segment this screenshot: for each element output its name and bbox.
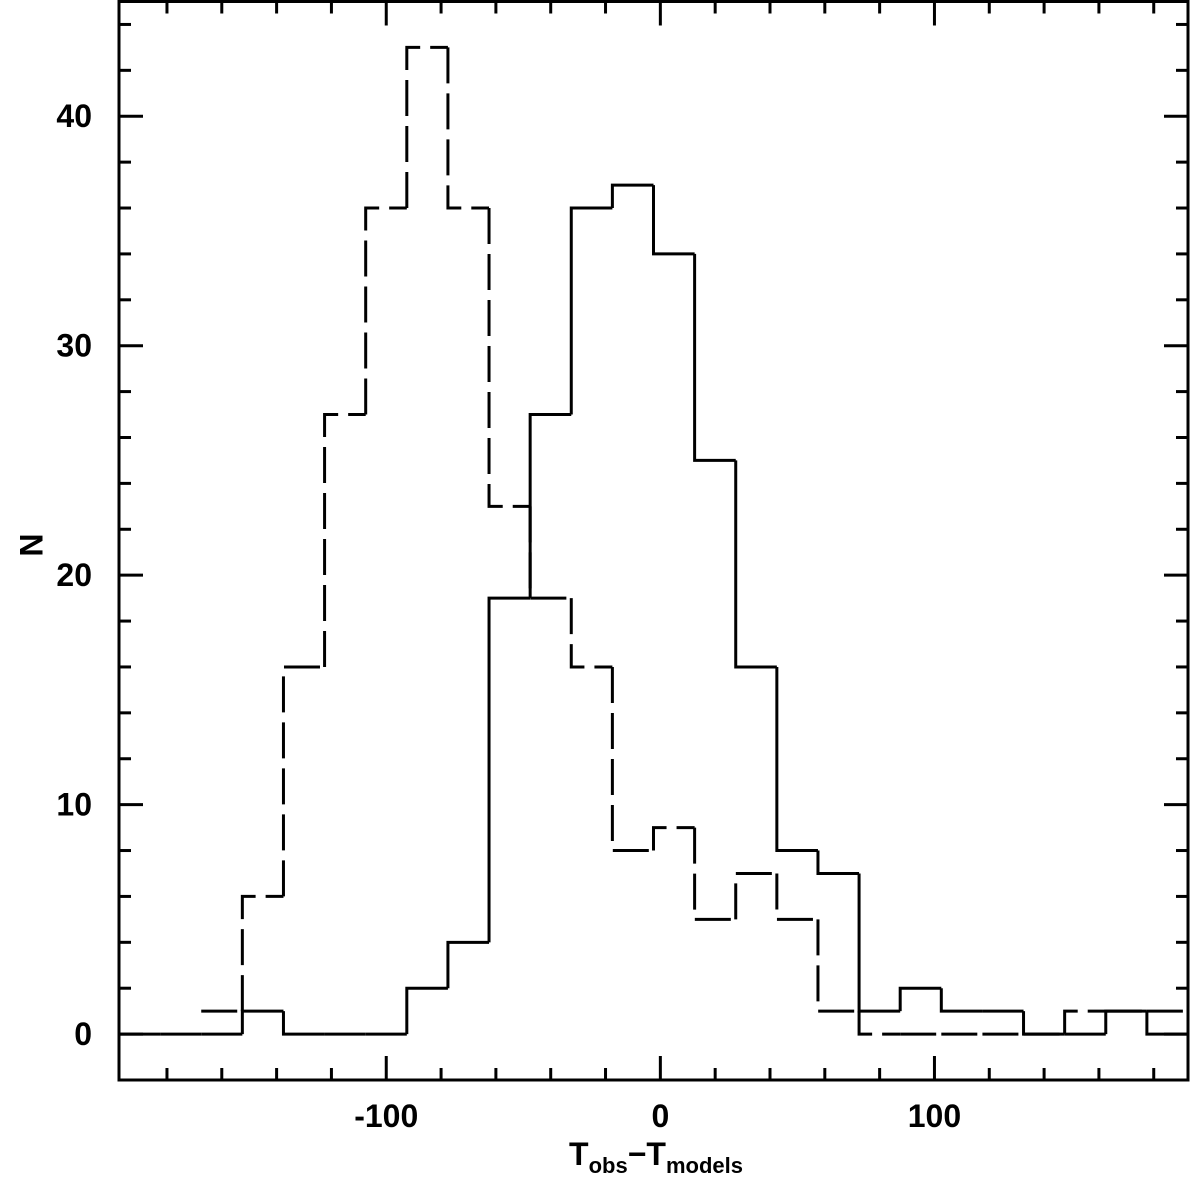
histogram-step (1022, 1011, 1065, 1036)
y-tick-label: 40 (56, 98, 92, 134)
x-tick-label: 100 (908, 1098, 961, 1134)
y-axis-label: N (13, 533, 49, 556)
histogram-step (281, 1011, 325, 1036)
histogram-step (528, 506, 572, 600)
y-tick-label: 20 (56, 557, 92, 593)
x-label-part: −T (628, 1136, 667, 1172)
histogram-step (405, 45, 448, 209)
histogram-step (487, 208, 531, 508)
histogram-step (569, 206, 613, 415)
histogram-step (652, 185, 695, 256)
histogram-step (487, 596, 531, 943)
histogram-step (364, 206, 407, 415)
histogram-step (857, 1011, 901, 1036)
x-tick-label: -100 (354, 1098, 418, 1134)
histogram-step (693, 827, 736, 921)
histogram-step (816, 919, 860, 1013)
histogram-step (569, 598, 613, 669)
histogram-step (240, 1009, 284, 1035)
histogram-step (1104, 1009, 1147, 1035)
histogram-step (693, 253, 736, 462)
histogram-step (240, 894, 284, 1012)
histogram-step (898, 986, 942, 1012)
histogram-step (1063, 1009, 1106, 1035)
histogram-step (405, 986, 448, 1035)
x-label-sub: obs (589, 1153, 628, 1178)
histogram-step (610, 183, 654, 209)
y-tick-label: 10 (56, 787, 92, 823)
y-tick-label: 30 (56, 328, 92, 364)
histogram-step (446, 940, 490, 989)
histogram-step (446, 47, 490, 210)
histogram-step (857, 873, 901, 1013)
histogram-step (1145, 1011, 1188, 1036)
histogram-step (816, 850, 860, 875)
histogram-step (734, 460, 777, 669)
histogram-step (939, 988, 983, 1013)
histogram-step (775, 873, 818, 921)
x-axis-label: Tobs−Tmodels (569, 1136, 743, 1178)
x-tick-label: 0 (651, 1098, 669, 1134)
histogram-step (610, 666, 654, 853)
histogram-step (775, 666, 818, 853)
histogram-step (734, 871, 777, 920)
x-label-part: T (569, 1136, 589, 1172)
histogram-step (281, 665, 325, 897)
histogram-step (528, 413, 572, 599)
x-label-sub: models (666, 1153, 743, 1178)
histogram-step (652, 826, 695, 851)
plot-frame (117, 0, 1190, 1082)
histogram-step (323, 413, 366, 667)
y-tick-label: 0 (74, 1016, 92, 1052)
